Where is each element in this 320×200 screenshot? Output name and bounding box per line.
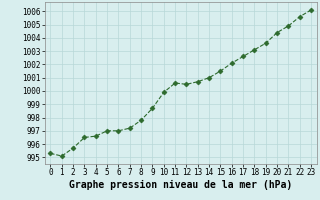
X-axis label: Graphe pression niveau de la mer (hPa): Graphe pression niveau de la mer (hPa) bbox=[69, 180, 292, 190]
